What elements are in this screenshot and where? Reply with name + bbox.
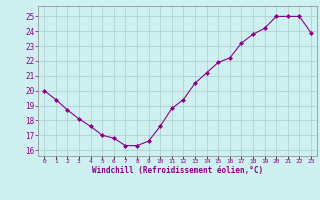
X-axis label: Windchill (Refroidissement éolien,°C): Windchill (Refroidissement éolien,°C) <box>92 166 263 175</box>
